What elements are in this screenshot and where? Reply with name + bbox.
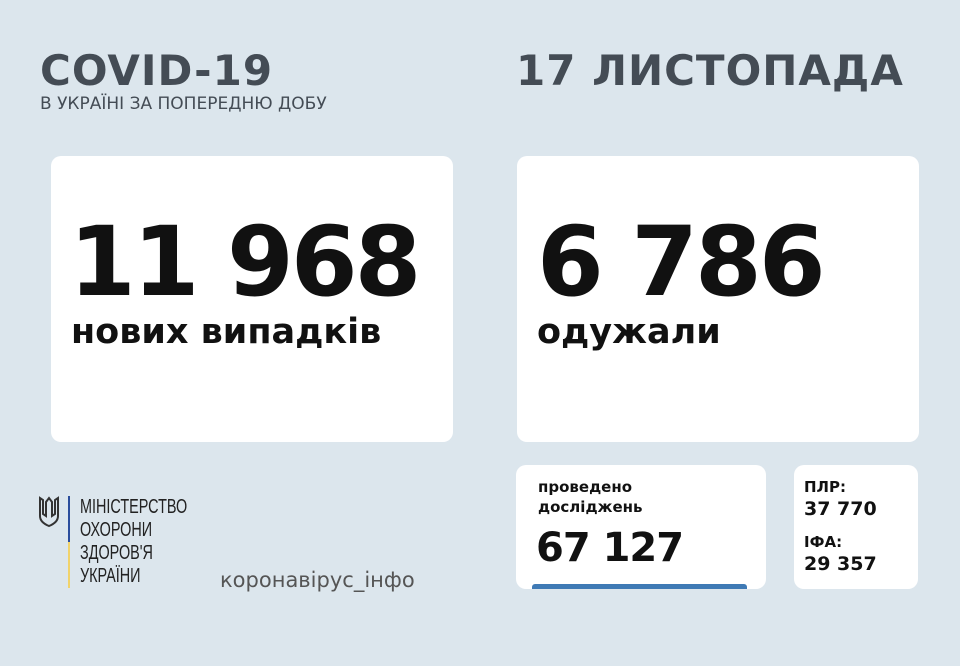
hashtag: коронавірус_інфо — [220, 568, 415, 592]
new-cases-label: нових випадків — [71, 312, 382, 352]
date: 17 ЛИСТОПАДА — [516, 46, 904, 95]
ministry-line: МІНІСТЕРСТВО — [80, 496, 188, 518]
trident-icon — [38, 496, 60, 534]
tests-label-2: досліджень — [538, 498, 643, 516]
tests-card: проведено досліджень 67 127 — [516, 465, 766, 589]
new-cases-card: 11 968 нових випадків — [51, 156, 453, 442]
ifa-value: 29 357 — [804, 553, 877, 575]
flag-divider — [68, 496, 70, 588]
subtitle: В УКРАЇНІ ЗА ПОПЕРЕДНЮ ДОБУ — [40, 94, 327, 114]
title: COVID-19 — [40, 46, 274, 95]
tests-value: 67 127 — [536, 525, 684, 571]
ifa-label: ІФА: — [804, 533, 843, 551]
tests-label-1: проведено — [538, 478, 633, 496]
ministry-name: МІНІСТЕРСТВО ОХОРОНИ ЗДОРОВ'Я УКРАЇНИ — [80, 496, 187, 588]
ministry-line: ОХОРОНИ — [80, 519, 153, 541]
recovered-card: 6 786 одужали — [517, 156, 919, 442]
pcr-value: 37 770 — [804, 498, 877, 520]
recovered-label: одужали — [537, 312, 721, 352]
ministry-line: УКРАЇНИ — [80, 565, 141, 587]
pcr-label: ПЛР: — [804, 478, 847, 496]
recovered-value: 6 786 — [537, 206, 826, 318]
ministry-line: ЗДОРОВ'Я — [80, 542, 153, 564]
new-cases-value: 11 968 — [69, 206, 421, 318]
tests-accent-bar — [532, 584, 747, 589]
test-types-card: ПЛР: 37 770 ІФА: 29 357 — [794, 465, 918, 589]
